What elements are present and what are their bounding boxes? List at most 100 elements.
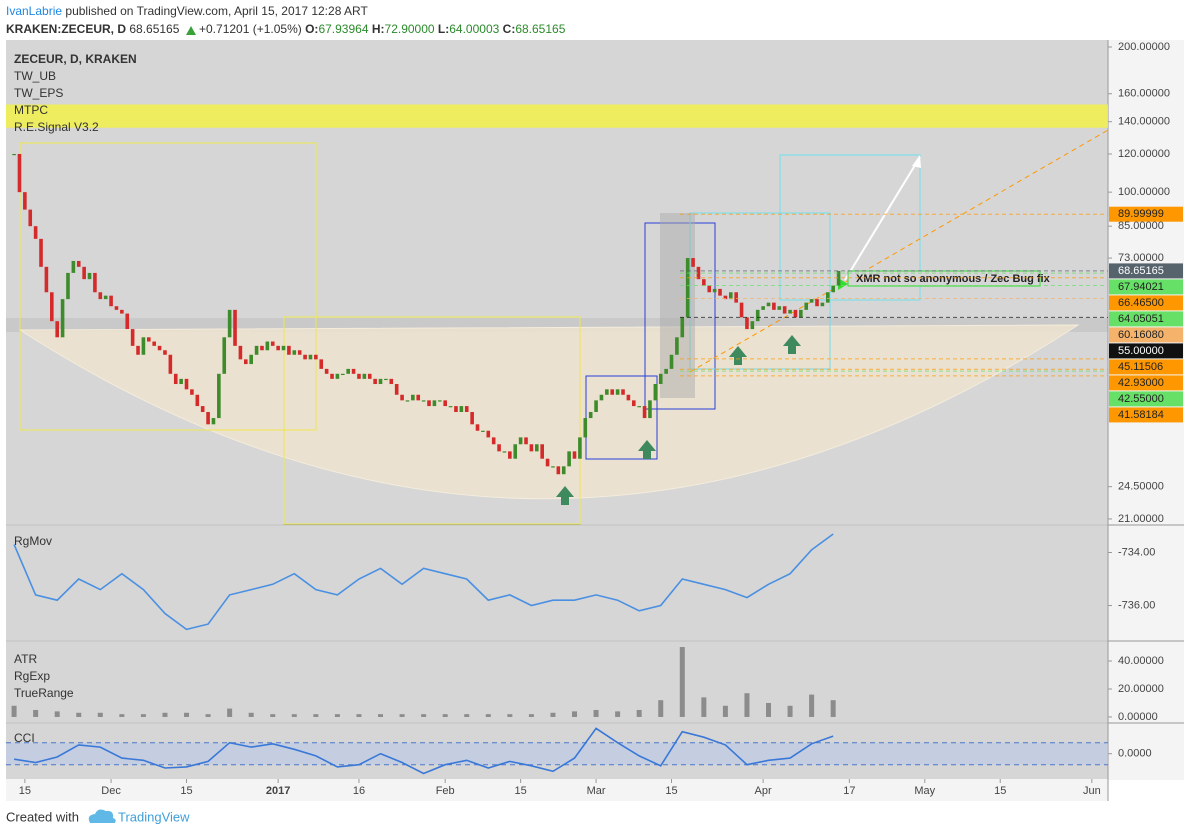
candle bbox=[745, 317, 749, 330]
candle bbox=[314, 354, 318, 360]
candle bbox=[761, 306, 765, 310]
candle bbox=[130, 329, 135, 346]
bar bbox=[744, 693, 750, 717]
candle bbox=[76, 260, 81, 267]
candle bbox=[373, 378, 377, 385]
price-label: 60.16080 bbox=[1118, 329, 1164, 341]
candle bbox=[481, 430, 485, 432]
candle bbox=[664, 368, 668, 374]
high: 72.90000 bbox=[385, 22, 435, 36]
candle bbox=[626, 394, 631, 401]
candle bbox=[28, 209, 33, 227]
legend-entry: ATR bbox=[14, 652, 37, 666]
candle bbox=[588, 411, 593, 419]
candle bbox=[610, 389, 615, 395]
symbol-line: KRAKEN:ZECEUR, D 68.65165 bbox=[6, 22, 180, 36]
candle bbox=[50, 292, 54, 322]
candle bbox=[739, 302, 744, 318]
candle bbox=[680, 317, 685, 338]
candle bbox=[583, 418, 588, 438]
candle bbox=[141, 337, 146, 355]
candle bbox=[39, 238, 43, 267]
candle bbox=[297, 350, 302, 355]
price-label: 66.46500 bbox=[1118, 297, 1164, 309]
annotation: XMR not so anonymous / Zec Bug fix bbox=[856, 273, 1051, 285]
x-tick-label: 15 bbox=[515, 785, 527, 797]
indicator-line bbox=[13, 533, 834, 631]
bar bbox=[162, 712, 168, 717]
candle bbox=[712, 288, 717, 293]
candle bbox=[437, 400, 442, 402]
bar bbox=[378, 714, 384, 717]
bar bbox=[766, 702, 772, 717]
candle bbox=[621, 389, 625, 395]
candle bbox=[540, 444, 544, 459]
bar bbox=[809, 694, 815, 717]
candle bbox=[195, 394, 200, 407]
candle bbox=[87, 272, 92, 280]
candle bbox=[55, 321, 59, 338]
logo bbox=[88, 809, 116, 823]
bar bbox=[550, 712, 556, 717]
candle bbox=[572, 451, 577, 459]
candle bbox=[486, 430, 491, 438]
atr-pane bbox=[6, 642, 1108, 722]
legend-entry: R.E.Signal V3.2 bbox=[14, 120, 99, 134]
candle bbox=[534, 444, 539, 452]
candle bbox=[836, 270, 841, 286]
candle bbox=[551, 466, 555, 468]
candle bbox=[190, 389, 194, 395]
price-label-box bbox=[1109, 375, 1183, 391]
bar bbox=[442, 714, 448, 717]
x-tick-label: 15 bbox=[180, 785, 192, 797]
candle bbox=[470, 411, 474, 425]
candle bbox=[653, 384, 658, 401]
price-label-box bbox=[1109, 359, 1183, 375]
bar bbox=[830, 700, 836, 717]
price-label-box bbox=[1109, 263, 1183, 279]
candle bbox=[238, 345, 243, 360]
bar bbox=[11, 705, 17, 717]
x-tick-label: 15 bbox=[665, 785, 677, 797]
pane-legend: CCI bbox=[14, 731, 35, 745]
candle bbox=[809, 299, 814, 303]
price-label: 42.93000 bbox=[1118, 377, 1164, 389]
candle bbox=[631, 400, 636, 407]
candle bbox=[799, 309, 803, 318]
symbol: KRAKEN:ZECEUR, D bbox=[6, 22, 126, 36]
candle bbox=[707, 285, 712, 293]
box bbox=[644, 222, 716, 410]
candle bbox=[421, 400, 426, 402]
candle bbox=[578, 437, 582, 459]
candle bbox=[109, 295, 113, 307]
candle bbox=[497, 444, 501, 452]
close: 68.65165 bbox=[515, 22, 565, 36]
candle bbox=[324, 368, 329, 374]
candle bbox=[464, 406, 469, 412]
x-tick-label: Feb bbox=[436, 785, 455, 797]
box bbox=[585, 375, 658, 460]
box bbox=[19, 142, 317, 431]
candle bbox=[357, 373, 361, 379]
legend-entry: TW_UB bbox=[14, 69, 56, 83]
y-tick-label: 20.00000 bbox=[1118, 683, 1164, 695]
c-label: C: bbox=[503, 22, 516, 36]
price-label-box bbox=[1109, 295, 1183, 311]
footer-brand[interactable]: TradingView bbox=[118, 809, 190, 824]
candle bbox=[454, 406, 458, 412]
price-label: 89.99999 bbox=[1118, 208, 1164, 220]
time-axis bbox=[6, 779, 1108, 801]
candle bbox=[217, 373, 221, 419]
y-tick-label: 100.00000 bbox=[1118, 186, 1170, 198]
candle bbox=[12, 153, 16, 156]
candle bbox=[120, 309, 124, 314]
bar bbox=[140, 714, 146, 717]
candle bbox=[702, 279, 706, 286]
candle bbox=[750, 321, 755, 330]
candle bbox=[615, 389, 620, 395]
x-tick-label: 15 bbox=[19, 785, 31, 797]
candle bbox=[599, 394, 604, 401]
candle bbox=[788, 309, 792, 314]
candle bbox=[772, 302, 776, 310]
